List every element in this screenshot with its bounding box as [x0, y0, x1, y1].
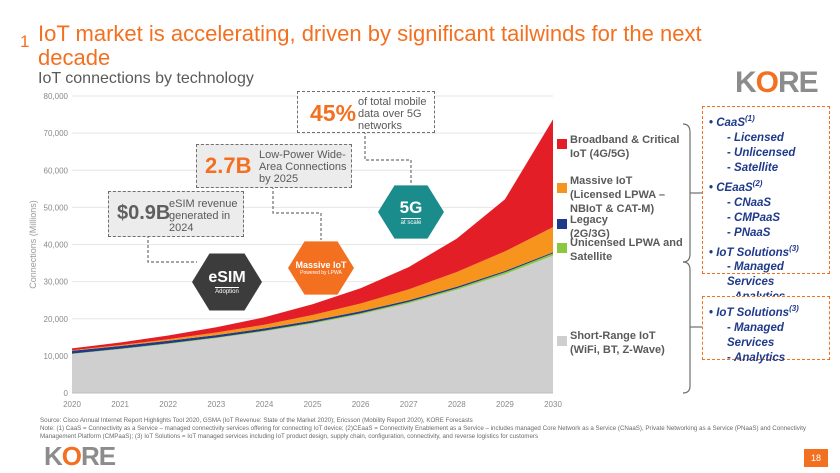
area-series-0: [72, 255, 553, 393]
y-tick-label: 0: [64, 389, 69, 398]
x-tick-label: 2026: [352, 400, 370, 409]
callout-lpwa-value: 2.7B: [205, 153, 252, 178]
callout-esim-text: eSIM revenue generated in 2024: [169, 198, 238, 234]
right-box-subitem: - Managed Services: [727, 261, 784, 289]
right-box-subitem: - Analytics: [727, 351, 786, 364]
connector-5g: [364, 131, 412, 184]
hex-5g-title: 5G: [399, 198, 423, 217]
logo-o-icon-footer: O: [61, 441, 82, 471]
right-box-heading: • IoT Solutions(3): [709, 243, 799, 259]
chart-title: IoT connections by technology: [38, 70, 254, 87]
right-box-heading: • CEaaS(2): [709, 178, 763, 194]
right-box-heading: • IoT Solutions(3): [709, 304, 799, 319]
y-tick-label: 40,000: [44, 241, 69, 250]
bracket-bottom: [682, 261, 691, 394]
callout-esim-value: $0.9B: [117, 202, 171, 224]
y-tick-label: 10,000: [44, 352, 69, 361]
footnote: Note: (1) CaaS = Connectivity as a Servi…: [40, 425, 807, 440]
legend-swatch-unlicensed: [557, 243, 567, 253]
kore-logo-footer: KORE: [44, 441, 116, 471]
x-tick-label: 2024: [256, 400, 274, 409]
right-box-subitem: - Licensed: [727, 131, 784, 144]
right-box-subitem: - PNaaS: [727, 226, 771, 239]
legend-swatch-broadband: [557, 139, 567, 149]
connector-massive: [272, 186, 322, 240]
hex-massive-title: Massive IoT: [295, 260, 347, 270]
y-tick-label: 60,000: [44, 166, 69, 175]
hex-5g-sub: at scale: [400, 218, 422, 226]
x-tick-label: 2025: [304, 400, 322, 409]
right-box-subitem: - Unlicensed: [727, 146, 796, 159]
logo-o-icon: O: [755, 66, 779, 99]
page-number: 18: [804, 449, 828, 467]
kore-logo: KORE: [735, 66, 819, 99]
slide-number-label: 1: [20, 32, 30, 51]
connector-esim: [147, 235, 197, 263]
callout-lpwa-text: Low-Power Wide-Area Connections by 2025: [259, 149, 347, 185]
legend-label-legacy: Legacy (2G/3G): [570, 214, 610, 240]
x-tick-label: 2021: [111, 400, 129, 409]
callout-mobile-5g: 45% of total mobile data over 5G network…: [297, 91, 435, 133]
legend-swatch-legacy: [557, 219, 567, 229]
right-box-subitem: - Managed Services: [727, 321, 784, 349]
legend-label-unlicensed: Unicensed LPWA and Satellite: [570, 237, 683, 263]
x-tick-label: 2020: [63, 400, 81, 409]
hex-5g: 5G at scale: [378, 185, 444, 239]
y-tick-label: 50,000: [44, 203, 69, 212]
callout-mobile-value: 45%: [310, 100, 357, 126]
callout-mobile-text: of total mobile data over 5G networks: [358, 96, 427, 132]
right-box-subitem: - CMPaaS: [727, 211, 781, 224]
y-tick-label: 30,000: [44, 278, 69, 287]
x-tick-label: 2022: [159, 400, 177, 409]
right-box-bottom: • IoT Solutions(3) - Managed Services - An…: [702, 296, 830, 364]
y-axis-label: Connections (Millions): [28, 200, 38, 289]
legend-swatch-short-range: [557, 336, 567, 346]
x-tick-label: 2030: [544, 400, 562, 409]
legend-label-short-range: Short-Range IoT (WiFi, BT, Z-Wave): [570, 330, 665, 356]
x-tick-label: 2027: [400, 400, 418, 409]
callout-lpwa: 2.7B Low-Power Wide-Area Connections by …: [196, 144, 352, 188]
legend-label-broadband: Broadband & Critical IoT (4G/5G): [570, 134, 680, 160]
right-box-top: • CaaS(1) - Licensed - Unlicensed - Satelli…: [702, 106, 830, 303]
hex-esim: eSIM Adoption: [192, 253, 262, 311]
right-box-subitem: - Satellite: [727, 161, 779, 174]
source-note: Source: Cisco Annual Internet Report Hig…: [40, 417, 473, 424]
y-tick-label: 80,000: [44, 92, 69, 101]
callout-esim-revenue: $0.9B eSIM revenue generated in 2024: [108, 191, 244, 237]
x-tick-label: 2029: [496, 400, 514, 409]
legend-label-massive: Massive IoT (Licensed LPWA – NBIoT & CAT…: [570, 175, 665, 215]
y-tick-label: 20,000: [44, 315, 69, 324]
slide-title: IoT market is accelerating, driven by si…: [38, 21, 702, 70]
y-tick-label: 70,000: [44, 129, 69, 138]
hex-massive-sub: Powered by LPWA: [300, 270, 342, 276]
hex-esim-sub: Adoption: [215, 287, 239, 295]
legend-swatch-massive: [557, 183, 567, 193]
x-tick-label: 2023: [207, 400, 225, 409]
right-box-heading: • CaaS(1): [709, 114, 755, 129]
hex-esim-title: eSIM: [208, 269, 246, 286]
hex-massive-iot: Massive IoT Powered by LPWA: [288, 241, 354, 295]
x-tick-label: 2028: [448, 400, 466, 409]
right-box-subitem: - CNaaS: [727, 196, 772, 209]
